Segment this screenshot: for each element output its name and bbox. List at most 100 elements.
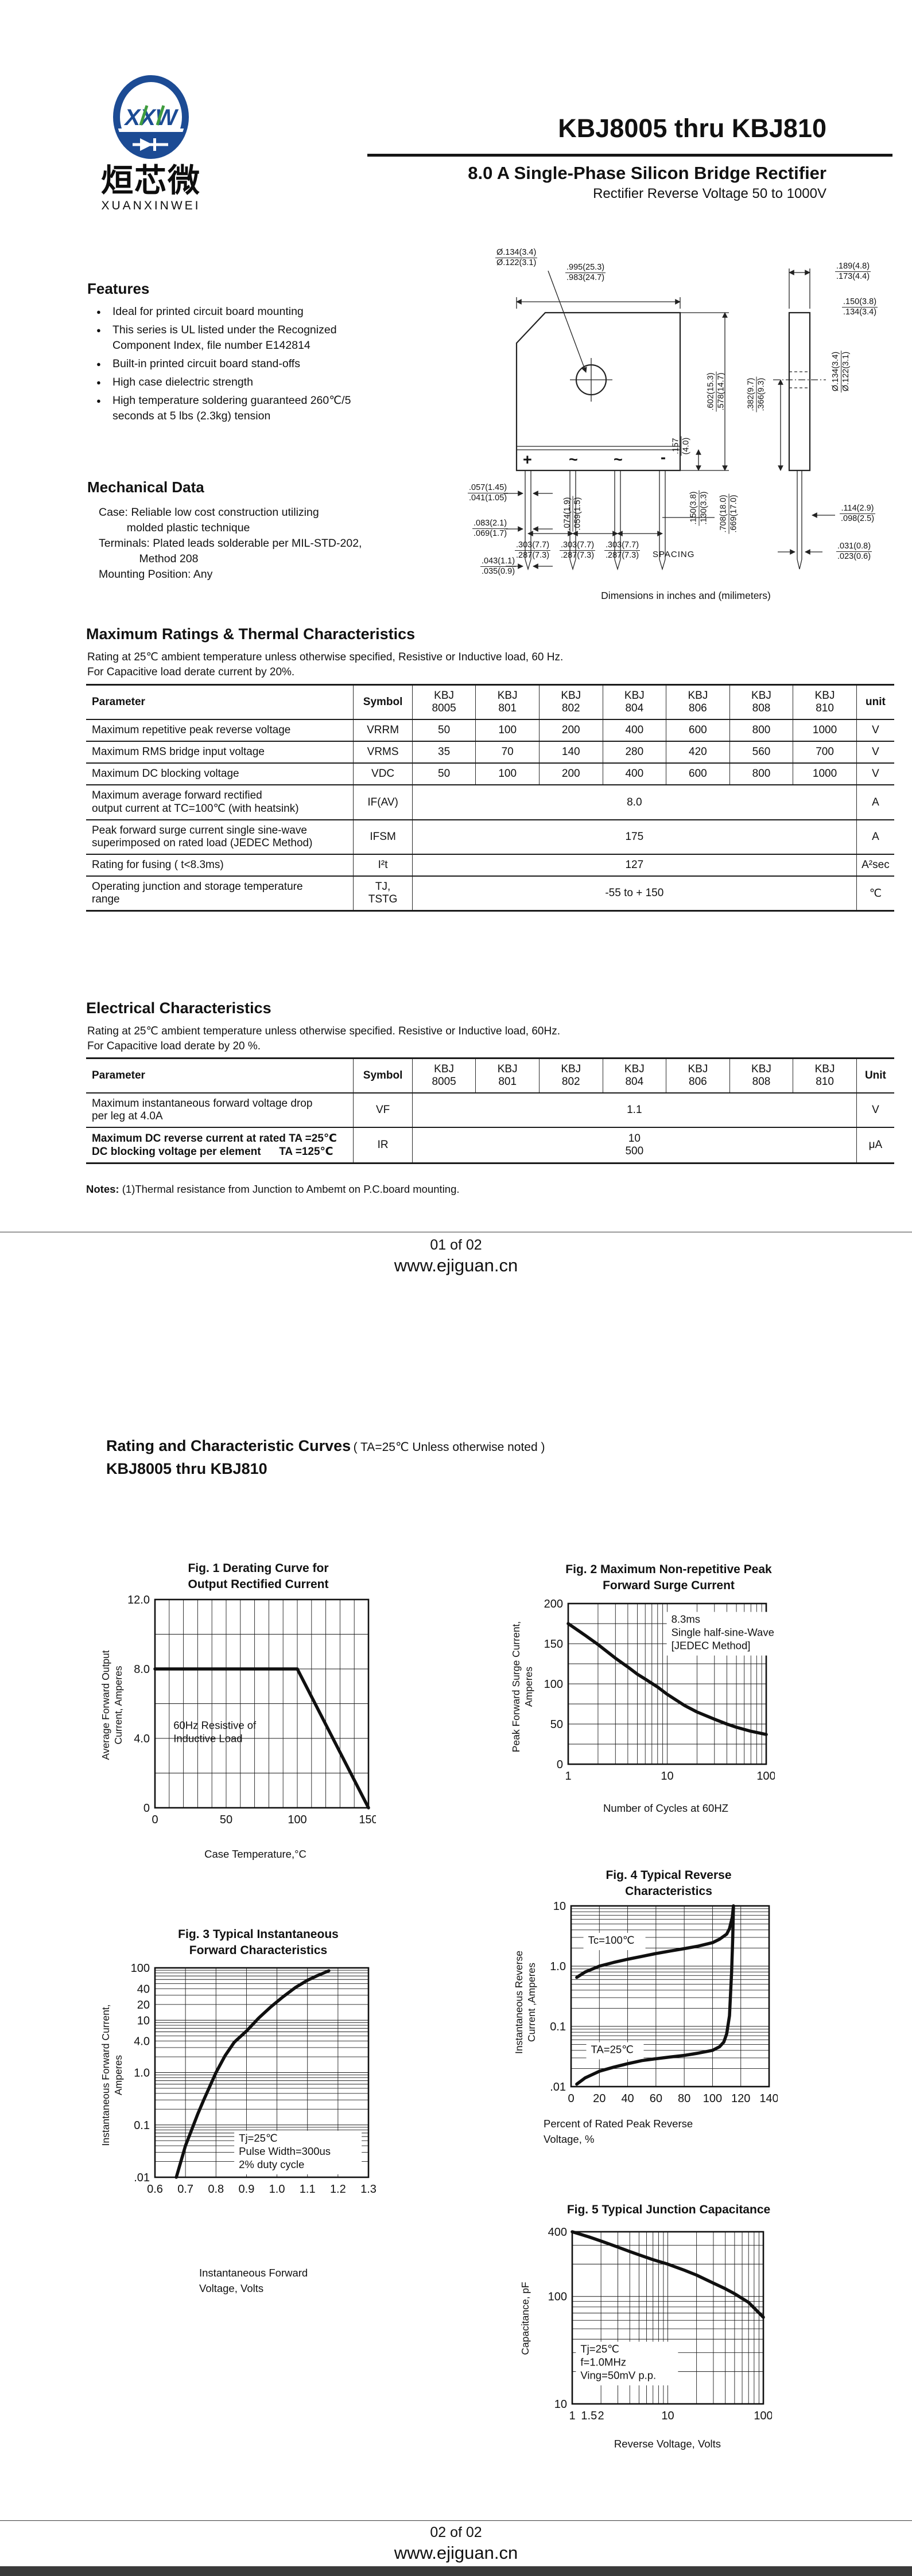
table-cell: KBJ 808 <box>729 684 793 719</box>
table-cell: 560 <box>729 741 793 763</box>
svg-text:1: 1 <box>565 1770 571 1783</box>
svg-text:0.7: 0.7 <box>177 2183 193 2196</box>
svg-text:1.5: 1.5 <box>581 2410 597 2422</box>
fig3-forward-characteristics: Fig. 3 Typical Instantaneous Forward Char… <box>86 1916 396 2312</box>
svg-text:1.2: 1.2 <box>330 2183 346 2196</box>
curves-heading: Rating and Characteristic Curves ( TA=25… <box>106 1437 545 1455</box>
dim-body-height: .602(15.3) .578(14.7) <box>706 371 726 412</box>
svg-text:10: 10 <box>137 2014 150 2027</box>
table-cell: KBJ 806 <box>666 1058 730 1093</box>
fig3-x-axis-label: Instantaneous Forward Voltage, Volts <box>199 2267 308 2294</box>
table-cell: V <box>856 719 894 741</box>
table-cell: V <box>856 763 894 785</box>
table-cell: KBJ 801 <box>475 1058 540 1093</box>
mechanical-text: Case: Reliable low cost construction uti… <box>99 506 362 581</box>
table-cell: VDC <box>353 763 413 785</box>
feature-item: Built-in printed circuit board stand-off… <box>96 356 441 372</box>
notes-text: (1)Thermal resistance from Junction to A… <box>119 1183 460 1195</box>
curves-heading-cond: ( TA=25℃ Unless otherwise noted ) <box>353 1441 545 1454</box>
chart-canvas: 0.6 0.7 0.8 0.9 1.0 1.1 1.2 1.3 .01 0.1 1.0 4.0 10 20… <box>131 1962 377 2196</box>
fig1-x-axis-label: Case Temperature,°C <box>204 1848 306 1860</box>
svg-text:150: 150 <box>544 1638 563 1651</box>
dim-body-width: .995(25.3) .983(24.7) <box>565 263 606 282</box>
svg-text:20: 20 <box>137 1999 150 2011</box>
mechanical-heading: Mechanical Data <box>87 478 204 496</box>
fig2-surge-current: Fig. 2 Maximum Non-repetitive Peak Forwar… <box>496 1549 806 1847</box>
ratings-heading: Maximum Ratings & Thermal Characteristic… <box>86 625 416 643</box>
doc-title: 8.0 A Single-Phase Silicon Bridge Rectif… <box>468 163 826 183</box>
fig1-title: Fig. 1 Derating Curve for Output Rectifie… <box>188 1562 329 1591</box>
table-cell: 10 500 <box>412 1127 857 1164</box>
svg-text:100: 100 <box>544 1678 563 1691</box>
part-range-title: KBJ8005 thru KBJ810 <box>558 114 826 143</box>
svg-text:60: 60 <box>650 2092 662 2105</box>
dim-lead-spacing-3: .303(7.7) .287(7.3) <box>604 540 641 560</box>
svg-text:100: 100 <box>131 1963 150 1975</box>
table-cell: Unit <box>856 1058 894 1093</box>
header-rule <box>367 154 892 157</box>
svg-text:Ving=50mV p.p.: Ving=50mV p.p. <box>580 2369 656 2382</box>
dim-lead-spacing-1: .303(7.7) .287(7.3) <box>515 540 551 560</box>
table-cell: TJ, TSTG <box>353 876 413 911</box>
tc-100c <box>575 1904 735 1979</box>
table-cell: IF(AV) <box>353 785 413 820</box>
svg-text:Tj=25℃: Tj=25℃ <box>580 2343 619 2355</box>
notes-label: Notes: <box>86 1183 119 1195</box>
chart-canvas: 0 20 40 60 80 100 120 140 .01 0.1 1.0 10 Tc=100℃ TA=2… <box>550 1900 779 2105</box>
fig5-junction-capacitance: Fig. 5 Typical Junction Capacitance Capa… <box>496 2185 806 2489</box>
table-cell: Rating for fusing ( t<8.3ms) <box>92 859 224 871</box>
table-cell: 1000 <box>793 763 857 785</box>
table-cell: 35 <box>412 741 476 763</box>
svg-text:60Hz Resistive of: 60Hz Resistive of <box>173 1719 257 1731</box>
fig3-title: Fig. 3 Typical Instantaneous Forward Char… <box>178 1928 339 1957</box>
table-cell: 200 <box>538 763 603 785</box>
fig5-y-axis-label: Capacitance, pF <box>519 2282 531 2355</box>
dim-lead-spacing-2: .303(7.7) .287(7.3) <box>560 540 596 560</box>
svg-text:10: 10 <box>553 1900 566 1913</box>
fig3-chart: 0.6 0.7 0.8 0.9 1.0 1.1 1.2 1.3 .01 0.1 1.0 4.0 10 20… <box>112 1962 377 2210</box>
svg-text:0.1: 0.1 <box>134 2119 150 2132</box>
features-heading: Features <box>87 280 150 297</box>
fig5-title: Fig. 5 Typical Junction Capacitance <box>566 2203 771 2216</box>
page2-url: www.ejiguan.cn <box>394 2543 518 2563</box>
fig2-chart: 1 10 100 0 50 100 150 200 8.3ms Single half-sine-… <box>528 1598 789 1796</box>
svg-text:1.1: 1.1 <box>300 2183 316 2196</box>
chart-canvas: 0 50 100 150 0 4.0 8.0 12.0 60Hz Resistive ofInd… <box>127 1594 378 1826</box>
table-cell: KBJ 802 <box>538 684 603 719</box>
logo-cjk-name: 烜芯微 <box>101 162 201 199</box>
table-cell: Peak forward surge current single sine-w… <box>92 824 313 849</box>
table-cell: IFSM <box>353 820 413 854</box>
svg-text:10: 10 <box>554 2398 567 2411</box>
table-notes: Notes: (1)Thermal resistance from Juncti… <box>86 1183 460 1196</box>
table-row: Maximum repetitive peak reverse voltage V… <box>86 719 894 741</box>
dim-lead-thickness-2: .031(0.8) .023(0.6) <box>836 542 872 561</box>
table-cell: KBJ 804 <box>602 684 666 719</box>
electrical-subtitle-1: Rating at 25℃ ambient temperature unless… <box>87 1025 560 1037</box>
table-cell: IR <box>353 1127 413 1164</box>
svg-text:400: 400 <box>548 2226 567 2239</box>
dim-lead-width-3: .043(1.1) .035(0.9) <box>480 557 517 576</box>
table-cell: Parameter <box>92 696 145 708</box>
fig4-chart: 0 20 40 60 80 100 120 140 .01 0.1 1.0 10 Tc=100℃ TA=2… <box>531 1900 779 2115</box>
table-cell: Maximum RMS bridge input voltage <box>92 746 265 758</box>
svg-text:0: 0 <box>152 1814 158 1826</box>
table-cell: KBJ 8005 <box>412 684 476 719</box>
table-cell: KBJ 804 <box>602 1058 666 1093</box>
table-cell: 800 <box>729 719 793 741</box>
ta-25c <box>575 1904 735 2086</box>
fig5-chart: 1 1.5 2 10 100 10 100 400 Tj=25℃ f=1.0MHz Ving=50m… <box>531 2225 773 2434</box>
svg-text:8.0: 8.0 <box>134 1663 150 1676</box>
table-cell: unit <box>856 684 894 719</box>
svg-text:150: 150 <box>359 1814 376 1826</box>
table-cell: Symbol <box>353 1058 413 1093</box>
logo-emblem-icon: XXW <box>113 75 189 159</box>
page2-number: 02 of 02 <box>430 2524 482 2540</box>
table-row: Maximum instantaneous forward voltage dr… <box>86 1093 894 1127</box>
svg-text:0: 0 <box>557 1758 563 1771</box>
svg-text:10: 10 <box>661 1770 673 1783</box>
svg-text:4.0: 4.0 <box>134 2036 150 2048</box>
svg-text:50: 50 <box>220 1814 232 1826</box>
table-cell: 600 <box>666 719 730 741</box>
drawing-caption: Dimensions in inches and (milimeters) <box>601 590 771 601</box>
